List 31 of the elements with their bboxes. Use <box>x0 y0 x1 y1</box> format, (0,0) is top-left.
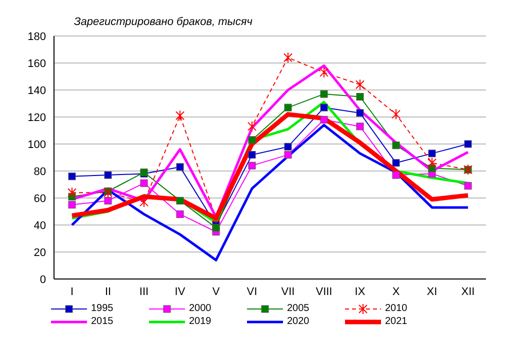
x-tick-label: III <box>139 286 149 298</box>
y-tick-label: 160 <box>28 58 46 70</box>
x-tick-label: I <box>70 286 74 298</box>
x-tick-label: VI <box>246 286 258 298</box>
y-tick-label: 60 <box>34 192 46 205</box>
y-tick-label: 0 <box>40 274 46 286</box>
legend-label: 2010 <box>385 303 408 314</box>
chart-title: Зарегистрировано браков, тысяч <box>74 16 252 28</box>
legend-label: 2020 <box>287 316 310 327</box>
legend-label: 2000 <box>189 303 212 314</box>
legend-label: 2015 <box>91 316 114 327</box>
y-tick-label: 100 <box>28 138 46 151</box>
x-tick-label: VII <box>281 286 295 298</box>
x-tick-label: IV <box>174 286 186 298</box>
x-tick-label: VIII <box>316 286 332 298</box>
x-tick-label: II <box>104 286 112 298</box>
y-tick-label: 140 <box>28 84 46 97</box>
y-tick-label: 120 <box>28 112 46 124</box>
x-tick-label: XI <box>426 286 438 298</box>
x-tick-label: X <box>392 286 400 298</box>
x-tick-label: V <box>212 286 220 298</box>
x-tick-label: XII <box>461 286 475 298</box>
y-tick-label: 20 <box>34 246 46 259</box>
legend-label: 2005 <box>287 303 310 314</box>
legend-label: 2019 <box>189 316 212 327</box>
y-tick-label: 80 <box>34 166 46 178</box>
x-tick-label: IX <box>354 286 366 298</box>
y-tick-label: 180 <box>28 30 46 43</box>
y-tick-label: 40 <box>34 220 46 232</box>
legend-label: 2021 <box>385 316 408 327</box>
legend-label: 1995 <box>91 303 114 314</box>
